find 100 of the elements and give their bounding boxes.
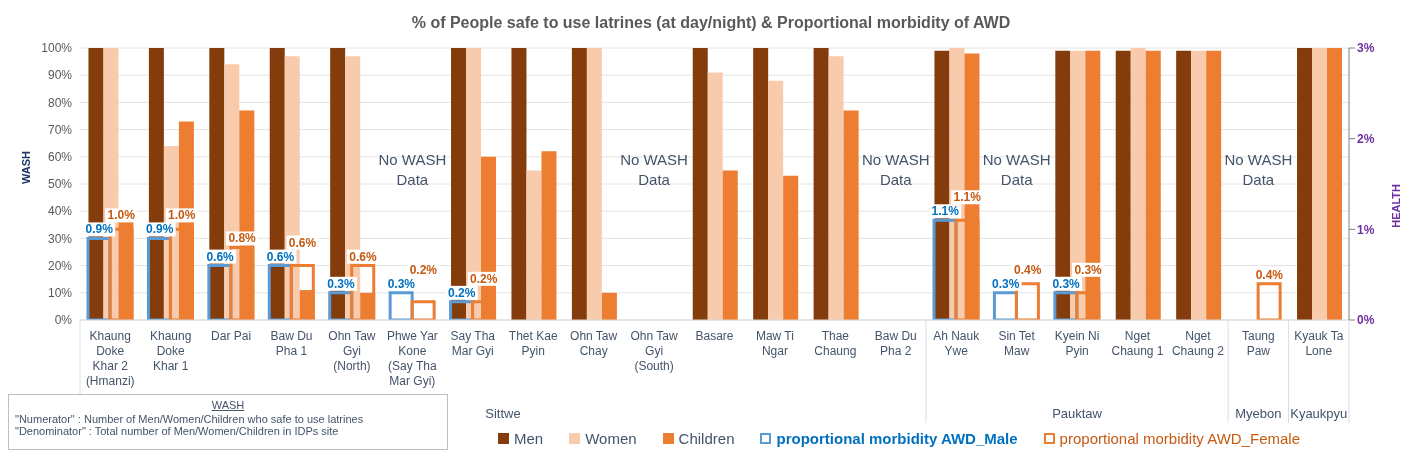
- data-label: 0.3%: [327, 276, 355, 291]
- bar: [1145, 50, 1161, 320]
- y-tick-label: 0%: [54, 313, 73, 328]
- y-tick-label: 90%: [47, 68, 73, 83]
- data-label: 0.2%: [409, 262, 438, 277]
- x-tick-label: Ohn Taw Chay: [570, 329, 618, 358]
- x-tick-label: Khaung Doke Khar 2 (Hmanzi): [85, 329, 135, 388]
- x-tick-label: Ohn Taw Gyi (South): [630, 329, 678, 373]
- data-label: 1.0%: [107, 208, 136, 223]
- data-label: 0.3%: [387, 276, 416, 291]
- bar: [1176, 50, 1192, 320]
- y-tick-label: 70%: [47, 122, 73, 137]
- x-tick-label: Ah Nauk Ywe: [933, 329, 981, 358]
- x-tick-label: Basare: [695, 329, 734, 343]
- y-tick-label: 30%: [47, 231, 73, 246]
- chart-title: % of People safe to use latrines (at day/night) & Proportional morbidity of AWD: [410, 14, 1012, 32]
- bar: [783, 175, 799, 320]
- annotation: No WASH Data: [377, 150, 448, 191]
- bar: [753, 48, 769, 320]
- data-label: 0.9%: [145, 222, 174, 237]
- data-label: 1.0%: [167, 208, 196, 223]
- bar: [1327, 48, 1343, 320]
- bar: [601, 292, 617, 320]
- text: Kyaukpyu: [1289, 406, 1349, 421]
- bar: [511, 48, 527, 320]
- data-label: 0.8%: [228, 231, 257, 246]
- bar: [843, 110, 859, 320]
- legend-label: Women: [585, 430, 637, 447]
- data-label: 0.4%: [1255, 267, 1284, 282]
- y-tick-label: 40%: [47, 204, 73, 219]
- bar: [1130, 48, 1146, 320]
- data-label: 1.1%: [931, 204, 960, 219]
- data-label: 0.6%: [288, 235, 317, 250]
- bar: [289, 264, 315, 320]
- bar: [828, 56, 844, 320]
- legend-label: proportional morbidity AWD_Female: [1059, 430, 1300, 447]
- bar: [707, 72, 723, 320]
- bar: [586, 48, 602, 320]
- x-tick-label: Sin Tet Maw: [998, 329, 1036, 358]
- annotation: No WASH Data: [619, 150, 689, 191]
- data-label: 0.9%: [85, 222, 114, 237]
- y-tick-label: 10%: [47, 286, 73, 301]
- text: Myebon: [1234, 406, 1283, 421]
- x-tick-label: Ohn Taw Gyi (North): [328, 329, 376, 373]
- y2-tick-label: 1%: [1357, 222, 1375, 237]
- x-tick-label: Thae Chaung: [814, 329, 857, 358]
- x-tick-label: Kyein Ni Pyin: [1054, 329, 1100, 358]
- annotation: No WASH Data: [860, 150, 931, 191]
- x-tick-label: Baw Du Pha 1: [270, 329, 313, 358]
- legend-label: Children: [678, 430, 735, 447]
- x-tick-label: Maw Ti Ngar: [755, 329, 794, 358]
- legend-label: proportional morbidity AWD_Male: [776, 430, 1018, 447]
- y2-tick-label: 2%: [1357, 131, 1375, 146]
- data-label: 0.6%: [206, 249, 235, 264]
- y-tick-label: 50%: [47, 177, 73, 192]
- y2-axis-title: HEALTH: [1389, 183, 1402, 228]
- x-tick-label: Nget Chaung 1: [1111, 329, 1164, 358]
- data-label: 0.2%: [470, 271, 498, 286]
- bar: [1115, 50, 1131, 320]
- data-label: 0.3%: [1074, 262, 1103, 277]
- y-tick-label: 80%: [47, 95, 73, 110]
- y2-tick-label: 3%: [1357, 41, 1375, 56]
- bar: [1297, 48, 1313, 320]
- data-label: 0.3%: [991, 276, 1020, 291]
- bar: [1206, 50, 1222, 320]
- x-tick-label: Phwe Yar Kone (Say Tha Mar Gyi): [386, 329, 438, 388]
- y-tick-label: 20%: [47, 258, 73, 273]
- x-tick-label: Thet Kae Pyin: [508, 329, 558, 358]
- annotation: No WASH Data: [981, 150, 1052, 191]
- y-tick-label: 100%: [41, 41, 73, 56]
- data-label: 0.2%: [448, 285, 476, 300]
- y-axis-title: WASH: [19, 150, 32, 184]
- data-label: 0.6%: [349, 249, 377, 264]
- data-label: 0.3%: [1052, 276, 1081, 291]
- annotation: No WASH Data: [1223, 150, 1294, 191]
- data-label: 1.1%: [953, 190, 982, 205]
- bar: [768, 80, 784, 320]
- bar: [1191, 50, 1207, 320]
- bar: [541, 151, 557, 320]
- x-tick-label: Taung Paw: [1242, 329, 1275, 358]
- bar: [526, 170, 542, 320]
- bar: [692, 48, 708, 320]
- data-label: 0.6%: [266, 249, 295, 264]
- notes-box: WASH "Numerator" : Number of Men/Women/Children who safe to use latrines "Denominator" : Total number of Men/Women/Children in IDPs site: [8, 394, 448, 450]
- bar: [1312, 48, 1328, 320]
- legend-label: Men: [514, 430, 544, 447]
- bar: [813, 48, 829, 320]
- x-tick-label: Dar Pai: [211, 329, 252, 343]
- x-tick-label: Nget Chaung 2: [1171, 329, 1225, 358]
- data-label: 0.4%: [1013, 262, 1042, 277]
- y2-tick-label: 0%: [1357, 313, 1375, 328]
- text: Sittwe: [485, 406, 521, 421]
- y-tick-label: 60%: [47, 150, 73, 165]
- bar: [571, 48, 587, 320]
- x-tick-label: Baw Du Pha 2: [874, 329, 917, 358]
- text: Pauktaw: [1051, 406, 1103, 421]
- x-tick-label: Khaung Doke Khar 1: [149, 329, 192, 373]
- x-tick-label: Kyauk Ta Lone: [1294, 329, 1344, 358]
- x-tick-label: Say Tha Mar Gyi: [450, 329, 496, 358]
- bar: [722, 170, 738, 320]
